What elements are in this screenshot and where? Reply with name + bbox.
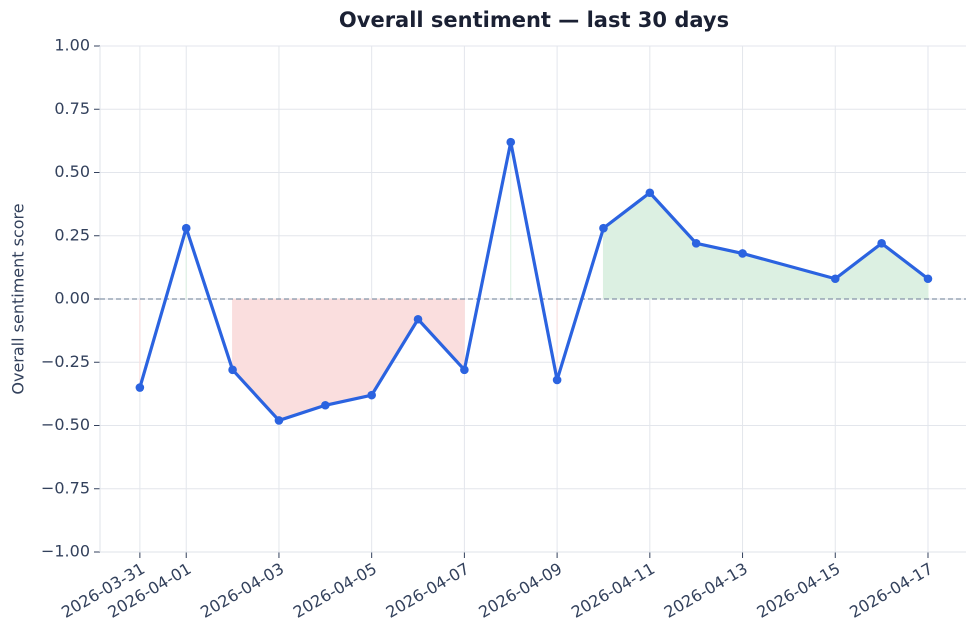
point bbox=[460, 365, 469, 375]
point bbox=[321, 400, 330, 410]
x-tick-label: 2026-04-05 bbox=[290, 559, 380, 622]
point bbox=[274, 416, 284, 425]
point bbox=[691, 239, 701, 248]
y-tick-label: −0.75 bbox=[41, 478, 90, 497]
y-tick-label: −0.25 bbox=[41, 352, 90, 371]
point bbox=[645, 188, 655, 198]
point bbox=[923, 274, 933, 284]
y-tick-label: 1.00 bbox=[54, 36, 90, 55]
negative-area bbox=[232, 298, 465, 422]
point bbox=[738, 249, 747, 258]
x-tick-label: 2026-04-17 bbox=[846, 559, 936, 622]
point bbox=[506, 137, 516, 147]
x-tick-label: 2026-04-03 bbox=[197, 559, 287, 622]
x-tick-label: 2026-04-09 bbox=[475, 559, 565, 622]
point bbox=[877, 239, 886, 248]
point bbox=[228, 365, 237, 375]
x-tick-label: 2026-04-07 bbox=[383, 559, 473, 622]
point bbox=[830, 274, 840, 284]
y-tick-label: −1.00 bbox=[41, 542, 90, 561]
chart-title: Overall sentiment — last 30 days bbox=[339, 8, 729, 32]
y-tick-label: 0.00 bbox=[54, 289, 90, 308]
point bbox=[552, 375, 562, 385]
x-tick-label: 2026-04-15 bbox=[753, 559, 843, 622]
point bbox=[599, 223, 608, 233]
y-axis-label: Overall sentiment score bbox=[9, 203, 28, 394]
x-tick-label: 2026-04-11 bbox=[568, 559, 658, 622]
point bbox=[135, 383, 145, 392]
y-tick-label: 0.75 bbox=[54, 99, 90, 118]
point bbox=[413, 314, 423, 324]
y-tick-label: 0.25 bbox=[54, 225, 90, 244]
y-tick-label: −0.50 bbox=[41, 415, 90, 434]
point bbox=[367, 390, 376, 400]
x-tick-label: 2026-04-13 bbox=[661, 559, 751, 622]
point bbox=[181, 223, 191, 233]
y-tick-label: 0.50 bbox=[54, 162, 90, 181]
